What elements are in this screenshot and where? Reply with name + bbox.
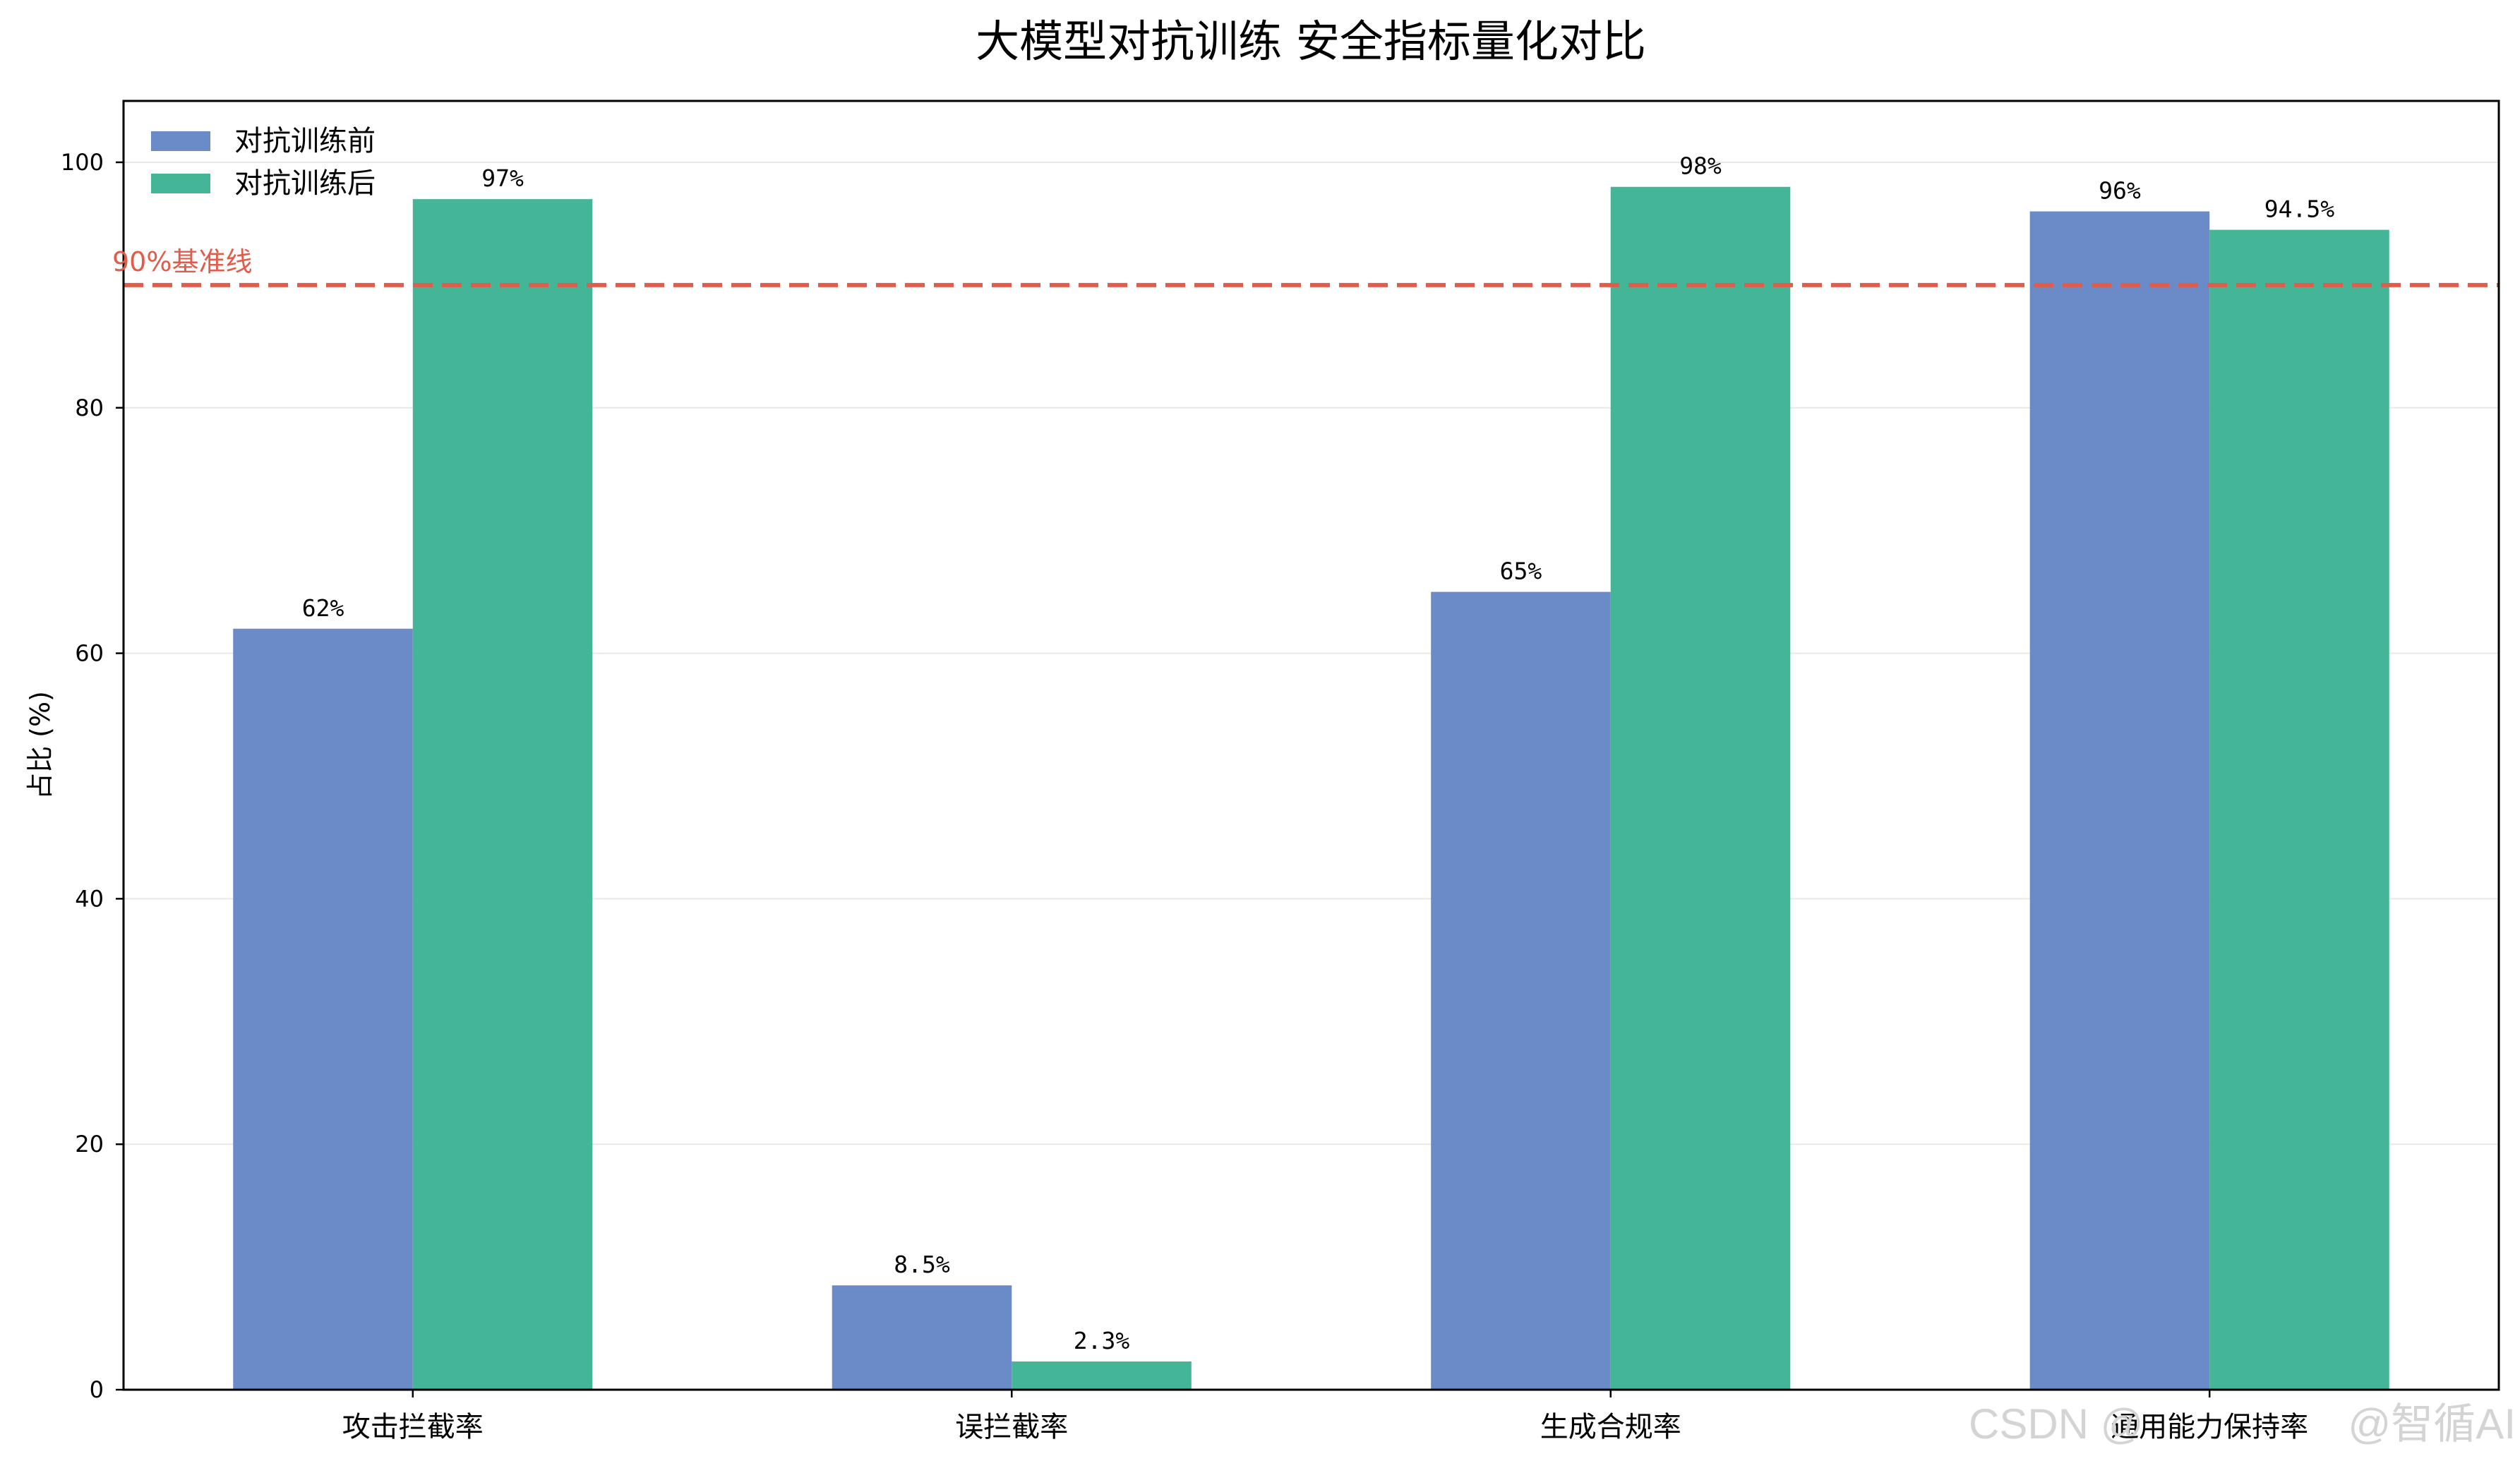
legend-swatch-before: [151, 131, 210, 151]
bar: [832, 1285, 1012, 1390]
y-tick-label: 60: [75, 640, 104, 667]
bar: [1610, 186, 1791, 1390]
category-label: 通用能力保持率: [2111, 1411, 2308, 1443]
category-label: 误拦截率: [955, 1411, 1068, 1443]
data-label: 62%: [302, 594, 344, 622]
baseline-label: 90%基准线: [112, 246, 252, 277]
chart-title: 大模型对抗训练 安全指标量化对比: [976, 16, 1646, 67]
category-label: 攻击拦截率: [342, 1411, 484, 1443]
bar: [2029, 211, 2210, 1390]
bar: [1431, 591, 1611, 1390]
watermark-right: @智循AI: [2348, 1400, 2516, 1448]
axis-ticks: 0 20 40 60 80 100 攻击拦截率 误拦截率 生成合规率 通用能力保持率: [61, 149, 2308, 1443]
y-tick-label: 80: [75, 395, 104, 421]
legend-swatch-after: [151, 174, 210, 193]
y-tick-label: 20: [75, 1131, 104, 1158]
data-label: 97%: [481, 164, 524, 192]
watermark-left: CSDN @: [1969, 1400, 2144, 1448]
data-label: 96%: [2099, 177, 2141, 205]
data-label: 8.5%: [894, 1251, 950, 1278]
data-label: 65%: [1500, 558, 1542, 585]
bar: [2209, 229, 2389, 1390]
data-label: 94.5%: [2264, 196, 2334, 223]
legend-label-after: 对抗训练后: [234, 167, 376, 200]
bar: [412, 199, 593, 1390]
data-label: 98%: [1679, 152, 1722, 180]
y-tick-label: 0: [90, 1376, 104, 1403]
value-labels: 62% 8.5% 65% 96% 97% 2.3% 98% 94.5%: [302, 152, 2335, 1354]
bar: [233, 628, 413, 1390]
y-tick-label: 40: [75, 885, 104, 912]
bars: [233, 186, 2389, 1390]
y-tick-label: 100: [61, 149, 104, 176]
y-axis-label: 占比 (%): [25, 691, 56, 800]
legend: 对抗训练前 对抗训练后: [151, 125, 376, 200]
legend-label-before: 对抗训练前: [234, 125, 376, 157]
bar: [1012, 1361, 1192, 1390]
plot-frame: [122, 100, 2500, 1391]
data-label: 2.3%: [1074, 1327, 1130, 1354]
category-label: 生成合规率: [1540, 1411, 1681, 1443]
